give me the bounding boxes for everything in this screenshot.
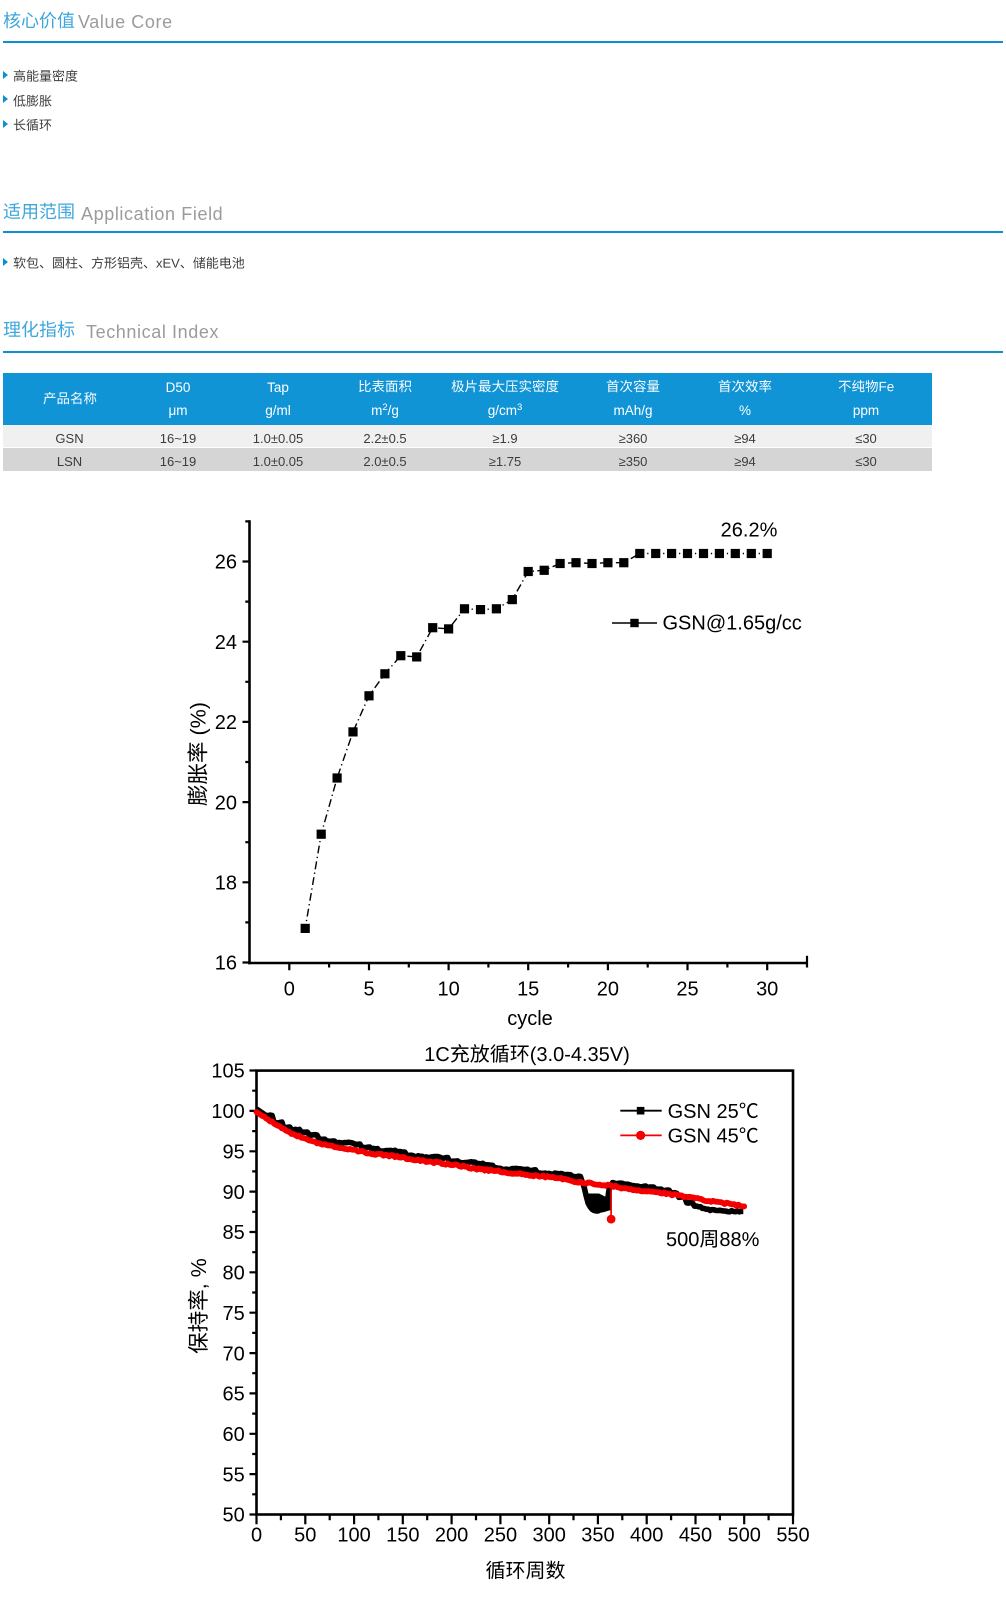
- svg-text:5: 5: [363, 979, 374, 1001]
- svg-text:50: 50: [294, 1525, 316, 1547]
- svg-text:GSN 25: GSN 25: [668, 1101, 739, 1123]
- svg-text:16: 16: [215, 953, 237, 975]
- svg-text:300: 300: [533, 1525, 566, 1547]
- svg-text:26.2%: 26.2%: [721, 520, 778, 542]
- svg-text:550: 550: [776, 1525, 809, 1547]
- svg-text:100: 100: [337, 1525, 370, 1547]
- svg-text:80: 80: [223, 1263, 245, 1285]
- svg-text:55: 55: [223, 1464, 245, 1486]
- svg-text:20: 20: [597, 979, 619, 1001]
- svg-text:GSN@1.65g/cc: GSN@1.65g/cc: [663, 613, 802, 635]
- svg-text:85: 85: [223, 1222, 245, 1244]
- svg-text:100: 100: [211, 1101, 244, 1123]
- svg-text:18: 18: [215, 873, 237, 895]
- svg-text:65: 65: [223, 1384, 245, 1406]
- svg-text:GSN 45: GSN 45: [668, 1126, 739, 1148]
- svg-text:105: 105: [211, 1061, 244, 1083]
- svg-text:cycle: cycle: [507, 1008, 553, 1030]
- svg-text:26: 26: [215, 552, 237, 574]
- svg-text:24: 24: [215, 632, 237, 654]
- svg-text:20: 20: [215, 792, 237, 814]
- svg-text:50: 50: [223, 1505, 245, 1527]
- svg-text:15: 15: [517, 979, 539, 1001]
- svg-text:70: 70: [223, 1343, 245, 1365]
- svg-text:200: 200: [435, 1525, 468, 1547]
- svg-text:450: 450: [679, 1525, 712, 1547]
- svg-text:25: 25: [676, 979, 698, 1001]
- svg-text:60: 60: [223, 1424, 245, 1446]
- svg-text:150: 150: [386, 1525, 419, 1547]
- svg-text:0: 0: [284, 979, 295, 1001]
- svg-text:350: 350: [581, 1525, 614, 1547]
- svg-text:400: 400: [630, 1525, 663, 1547]
- svg-text:95: 95: [223, 1142, 245, 1164]
- svg-text:500: 500: [728, 1525, 761, 1547]
- svg-text:22: 22: [215, 712, 237, 734]
- svg-text:30: 30: [756, 979, 778, 1001]
- svg-text:90: 90: [223, 1182, 245, 1204]
- svg-text:10: 10: [437, 979, 459, 1001]
- svg-text:75: 75: [223, 1303, 245, 1325]
- svg-text:250: 250: [484, 1525, 517, 1547]
- svg-text:0: 0: [251, 1525, 262, 1547]
